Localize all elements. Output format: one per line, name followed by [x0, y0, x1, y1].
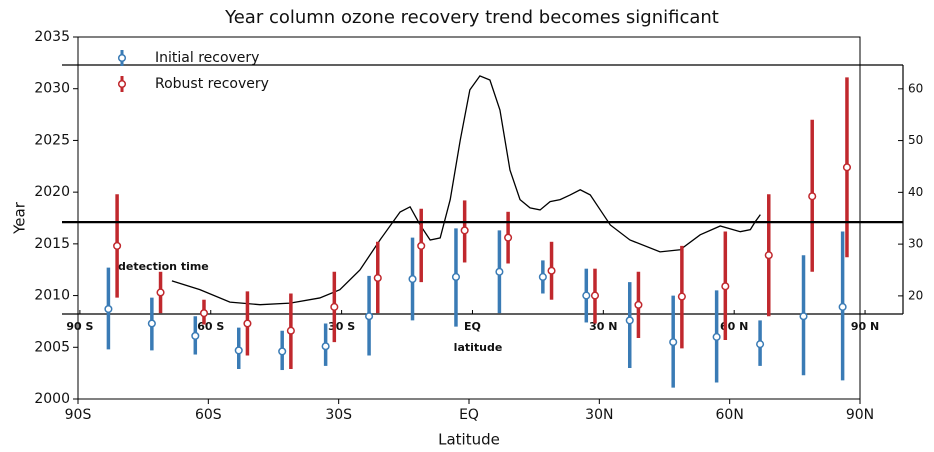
- x-tick-label: 30N: [585, 407, 613, 423]
- point: [808, 192, 817, 201]
- x-tick-label: 60N: [716, 407, 744, 423]
- point: [842, 163, 852, 172]
- point: [634, 300, 643, 309]
- detection-line: [171, 75, 761, 306]
- inset-annotation: detection time: [118, 260, 209, 273]
- point: [234, 346, 243, 355]
- x-axis-label: Latitude: [438, 431, 500, 449]
- point: [460, 226, 469, 235]
- x-tick-label: 90N: [846, 407, 874, 423]
- point: [721, 282, 730, 291]
- point: [147, 319, 156, 328]
- point: [590, 291, 600, 300]
- x-tick-label: 60S: [195, 407, 222, 423]
- point: [191, 331, 200, 340]
- legend-marker: [117, 79, 127, 89]
- y-tick-label: 2020: [34, 184, 70, 200]
- y-tick-label: 2025: [34, 132, 70, 148]
- point: [677, 292, 686, 301]
- x-tick-label: 30S: [325, 407, 352, 423]
- point: [495, 267, 504, 276]
- point: [582, 291, 591, 300]
- point: [417, 241, 426, 250]
- point: [278, 347, 287, 356]
- point: [538, 272, 547, 282]
- inset-x-tick-label: EQ: [464, 320, 481, 333]
- inset-y-tick-label: 40: [908, 185, 923, 199]
- y-tick-label: 2005: [34, 339, 70, 355]
- legend-marker: [117, 53, 127, 63]
- y-tick-label: 2030: [34, 81, 70, 97]
- inset-y-tick-label: 50: [908, 133, 923, 147]
- y-tick-label: 2015: [34, 236, 70, 252]
- legend-label: Initial recovery: [155, 50, 259, 66]
- point: [113, 241, 122, 250]
- chart-title: Year column ozone recovery trend becomes…: [224, 7, 719, 28]
- point: [286, 326, 295, 335]
- point: [156, 288, 165, 297]
- point: [321, 342, 330, 351]
- inset-x-tick-label: 60 S: [197, 320, 224, 333]
- point: [764, 251, 773, 260]
- inset-x-axis-label: latitude: [454, 341, 503, 354]
- inset-x-tick-label: 90 S: [66, 320, 93, 333]
- inset-x-tick-label: 90 N: [851, 320, 879, 333]
- y-tick-label: 2000: [34, 391, 70, 407]
- point: [669, 338, 678, 347]
- point: [451, 272, 461, 282]
- point: [373, 273, 382, 283]
- point: [547, 266, 556, 275]
- point: [330, 302, 339, 311]
- point: [625, 316, 634, 325]
- y-axis-label: Year: [11, 201, 29, 235]
- inset-x-tick-label: 30 S: [328, 320, 355, 333]
- point: [365, 312, 374, 321]
- point: [199, 309, 209, 318]
- y-tick-label: 2035: [34, 29, 70, 45]
- point: [408, 274, 417, 284]
- point: [243, 319, 252, 328]
- inset-y-tick-label: 30: [908, 237, 923, 251]
- point: [712, 332, 721, 341]
- x-tick-label: 90S: [65, 407, 92, 423]
- point: [756, 340, 765, 349]
- point: [799, 312, 808, 321]
- inset-y-tick-label: 20: [908, 288, 923, 302]
- point: [504, 233, 513, 242]
- inset-y-tick-label: 60: [908, 81, 923, 95]
- inset-x-tick-label: 60 N: [720, 320, 748, 333]
- y-tick-label: 2010: [34, 288, 70, 304]
- point: [838, 302, 847, 311]
- point: [104, 304, 113, 314]
- legend-label: Robust recovery: [155, 76, 269, 92]
- x-tick-label: EQ: [459, 407, 479, 423]
